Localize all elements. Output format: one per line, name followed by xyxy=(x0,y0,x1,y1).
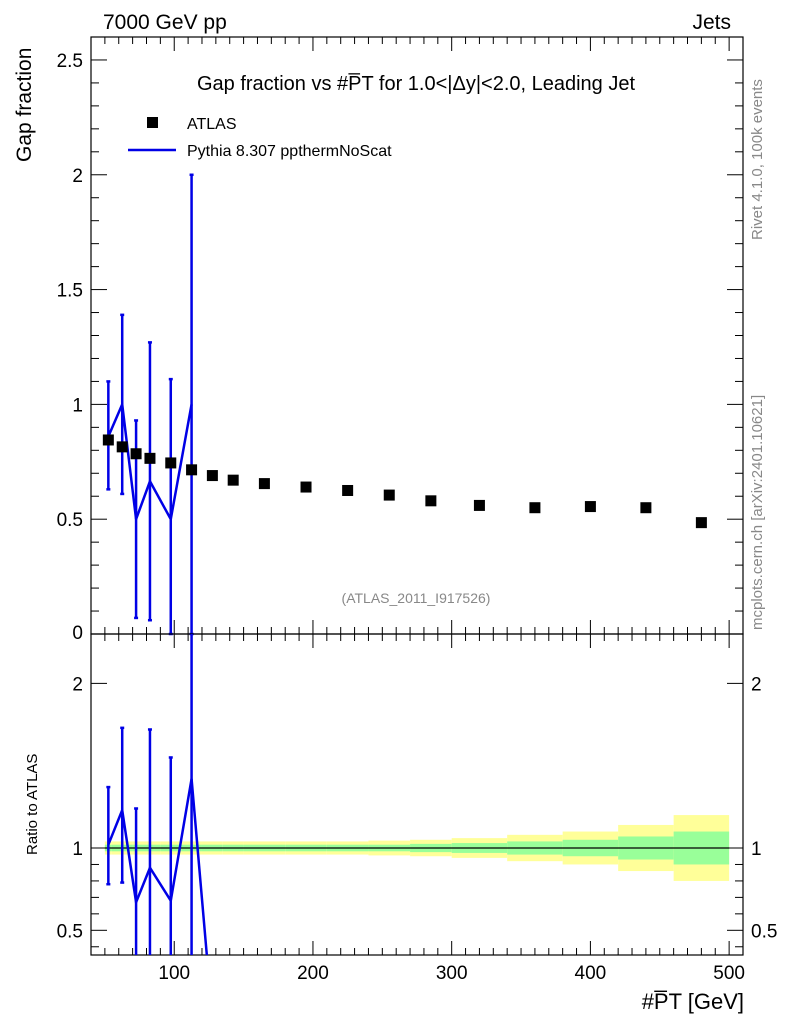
data-point xyxy=(116,441,128,453)
y-tick-label: 0.5 xyxy=(57,510,83,531)
ratio-ylabel: Ratio to ATLAS xyxy=(24,754,41,855)
main-ylabel: Gap fraction xyxy=(13,48,36,162)
data-point xyxy=(529,502,541,514)
ratio-mc-line xyxy=(107,778,209,955)
data-point xyxy=(695,517,707,529)
main-panel: 0.5 1 1.5 2 2.5 0 xyxy=(57,36,744,644)
data-point xyxy=(144,452,156,464)
x-tick-label: 300 xyxy=(436,963,468,984)
x-tick-label: 400 xyxy=(575,963,607,984)
plot-title: Gap fraction vs #P̅T for 1.0<|Δy|<2.0, L… xyxy=(197,72,636,95)
y-tick-label: 2.5 xyxy=(57,51,83,72)
header-left: 7000 GeV pp xyxy=(103,11,227,34)
x-tick-label: 100 xyxy=(158,963,190,984)
x-tick-label: 200 xyxy=(297,963,329,984)
y-tick-label: 1 xyxy=(72,395,83,416)
data-point xyxy=(383,489,395,501)
legend-mc-label: Pythia 8.307 ppthermNoScat xyxy=(187,143,392,160)
data-point xyxy=(640,502,652,514)
ratio-panel: 100 200 300 400 500 0.5 0.5 1 1 2 2 xyxy=(57,633,777,984)
data-point xyxy=(130,448,142,460)
y-tick-label-zero: 0 xyxy=(72,623,83,644)
data-point xyxy=(227,474,239,486)
header-right: Jets xyxy=(692,11,731,34)
ratio-y-tick-label: 0.5 xyxy=(57,921,83,942)
data-point xyxy=(300,481,312,493)
ratio-clipped-group xyxy=(106,634,209,955)
data-point xyxy=(473,499,485,511)
ratio-y-tick-label-right: 2 xyxy=(751,674,762,695)
data-point xyxy=(206,470,218,482)
ratio-y-tick-label-right: 1 xyxy=(751,839,762,860)
ratio-y-tick-label: 2 xyxy=(72,674,83,695)
data-point xyxy=(102,434,114,446)
data-point xyxy=(584,501,596,513)
data-point xyxy=(186,464,198,476)
analysis-id: (ATLAS_2011_I917526) xyxy=(342,590,491,606)
mcplots-label: mcplots.cern.ch [arXiv:2401.10621] xyxy=(749,395,766,630)
ratio-y-tick-label-right: 0.5 xyxy=(751,921,777,942)
data-point xyxy=(165,457,177,469)
data-point xyxy=(258,478,270,490)
legend-data-label: ATLAS xyxy=(187,116,237,133)
x-tick-label: 500 xyxy=(713,963,745,984)
y-tick-label: 2 xyxy=(72,166,83,187)
rivet-label: Rivet 4.1.0, 100k events xyxy=(749,79,766,240)
mc-line xyxy=(107,399,193,523)
y-tick-label: 1.5 xyxy=(57,281,83,302)
xlabel: #P̅T [GeV] xyxy=(642,989,744,1014)
ratio-frame xyxy=(90,633,744,956)
ratio-y-tick-label: 1 xyxy=(72,839,83,860)
data-point xyxy=(342,484,354,496)
data-point xyxy=(425,495,437,507)
legend-data-marker xyxy=(147,117,158,128)
